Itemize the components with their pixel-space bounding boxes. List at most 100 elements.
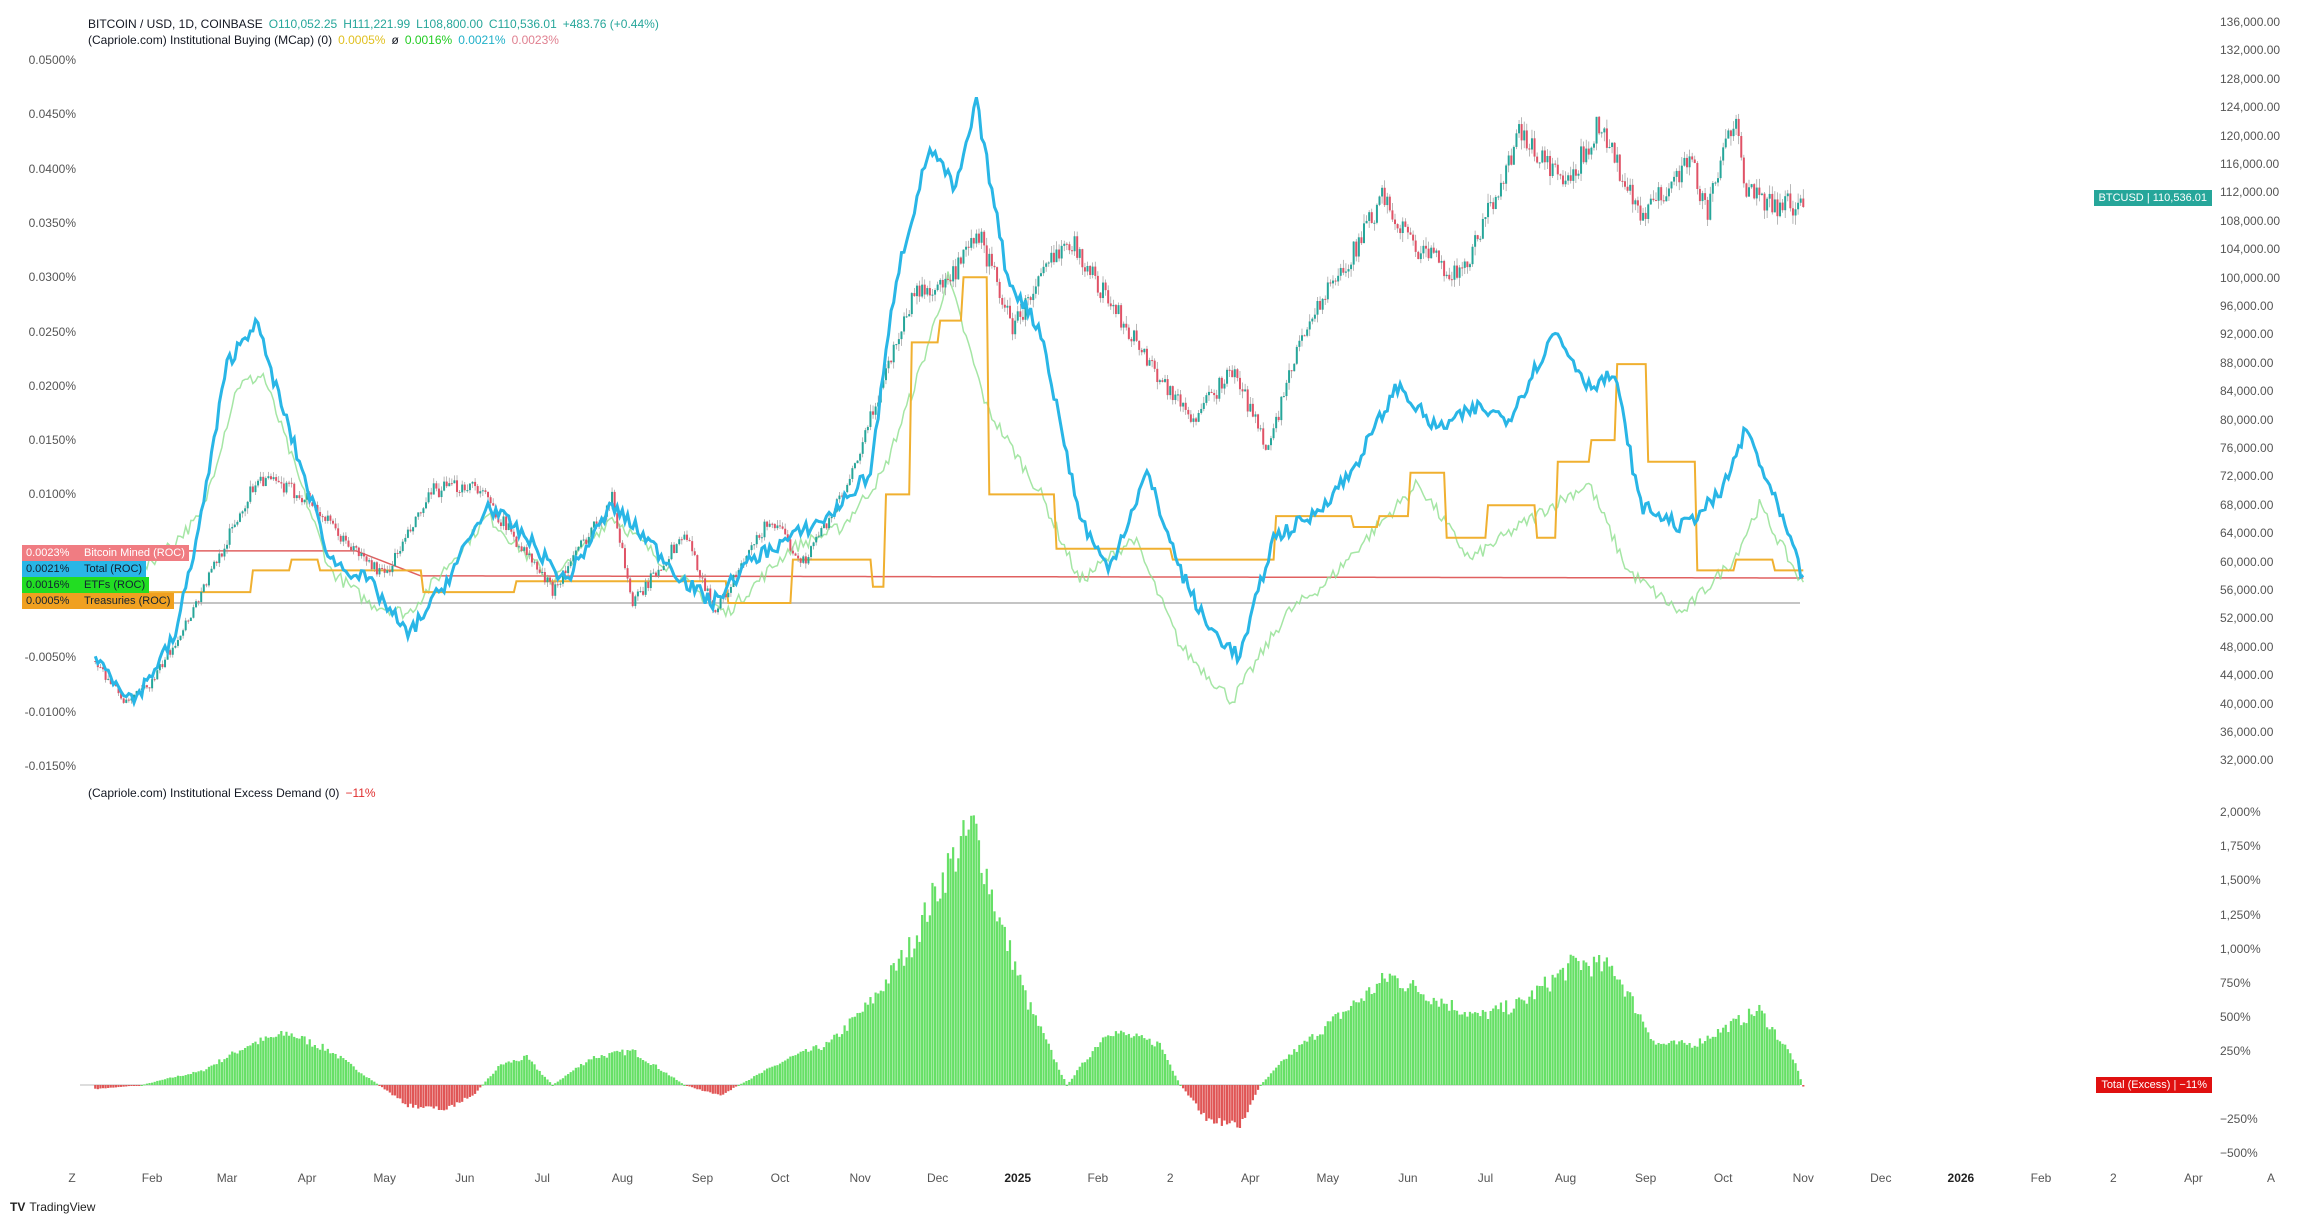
candle [1732,121,1735,141]
excess-bar [791,1055,795,1085]
excess-bar [634,1050,637,1085]
candle-body [848,478,851,485]
excess-bar [502,1064,505,1085]
candle-body [970,238,973,248]
candle [176,636,179,648]
candle [1313,308,1316,322]
candle-body [696,555,699,571]
candle-body [210,568,213,573]
candle [1611,142,1614,154]
excess-bar [603,1056,606,1085]
excess-bar [1006,951,1009,1085]
candle-body [1590,147,1593,155]
candle-body [331,520,334,524]
candle [386,565,389,574]
candle [1613,142,1616,164]
candle-body [205,584,208,586]
candle [1476,234,1479,242]
excess-bar [962,820,965,1085]
candle-body [1071,250,1074,252]
candle [1099,292,1102,303]
excess-bar [972,815,975,1085]
candle [1626,177,1629,193]
candle-body [660,569,663,571]
excess-bar [329,1053,332,1085]
candle [277,476,280,483]
excess-bar [1481,1010,1484,1085]
time-axis-tick: Jun [455,1171,475,1185]
excess-bar [546,1079,549,1085]
candle [1375,203,1378,225]
candle [559,582,562,588]
candle [1639,196,1642,225]
candle [1662,194,1665,204]
candle-body [1559,174,1562,176]
candle [450,478,453,486]
excess-bar [448,1085,451,1106]
excess-bar [1003,926,1006,1085]
candle [887,356,890,374]
candle [884,364,887,385]
candle [1016,305,1019,323]
candle-body [249,486,252,502]
candle-body [554,584,557,596]
tradingview-logo[interactable]: TV TradingView [10,1200,95,1214]
candle [1027,294,1030,306]
excess-bar [1045,1039,1048,1085]
candle-body [1487,202,1490,218]
candle-body [290,482,293,484]
excess-bar [1378,983,1381,1085]
candle [122,697,125,704]
indicator2-title[interactable]: (Capriole.com) Institutional Excess Dema… [88,786,340,800]
candle [1492,197,1495,215]
excess-bar [1014,961,1017,1085]
candle [874,402,877,420]
candle-body [414,516,417,528]
candle [1182,402,1185,413]
excess-bar [275,1036,278,1085]
candle-body [1236,369,1239,378]
candle-body [1642,212,1645,221]
candle [474,478,477,491]
excess-bar [1778,1041,1782,1085]
candle [1288,363,1291,390]
candle [218,549,221,567]
symbol-title: BITCOIN / USD, 1D, COINBASE [88,17,263,31]
candle [1404,218,1407,228]
excess-bar [1567,963,1570,1085]
excess-bar [1166,1060,1169,1085]
candle-body [1055,249,1058,263]
candle [404,534,407,545]
candle [1151,355,1154,368]
candle [1660,184,1663,206]
candle [1704,187,1707,205]
excess-bar [1750,1014,1753,1085]
candle [900,331,903,346]
excess-bar [1251,1085,1254,1101]
candle [1246,385,1249,418]
excess-bar [1791,1059,1795,1085]
candle [1363,214,1365,244]
candle [295,495,298,501]
candle [954,258,957,288]
indicator1-title[interactable]: (Capriole.com) Institutional Buying (MCa… [88,33,333,47]
candle [244,505,247,517]
candle [1192,413,1195,428]
candle [236,520,239,527]
excess-bar [1321,1034,1324,1085]
indicator1-legend: (Capriole.com) Institutional Buying (MCa… [88,33,565,47]
excess-bar [1691,1047,1694,1085]
candle-body [719,598,722,609]
candle [1189,410,1192,424]
time-axis-tick: Dec [1870,1171,1892,1185]
candle-body [941,279,944,288]
candle-body [148,687,151,689]
indicator1-value-total: 0.0021% [458,33,506,47]
excess-bar [1592,956,1596,1085]
candle-body [1546,155,1549,163]
excess-bar [1016,975,1019,1085]
candle [1034,278,1037,299]
candle [267,471,270,480]
series-tag-name: Treasuries (ROC) [84,595,171,607]
